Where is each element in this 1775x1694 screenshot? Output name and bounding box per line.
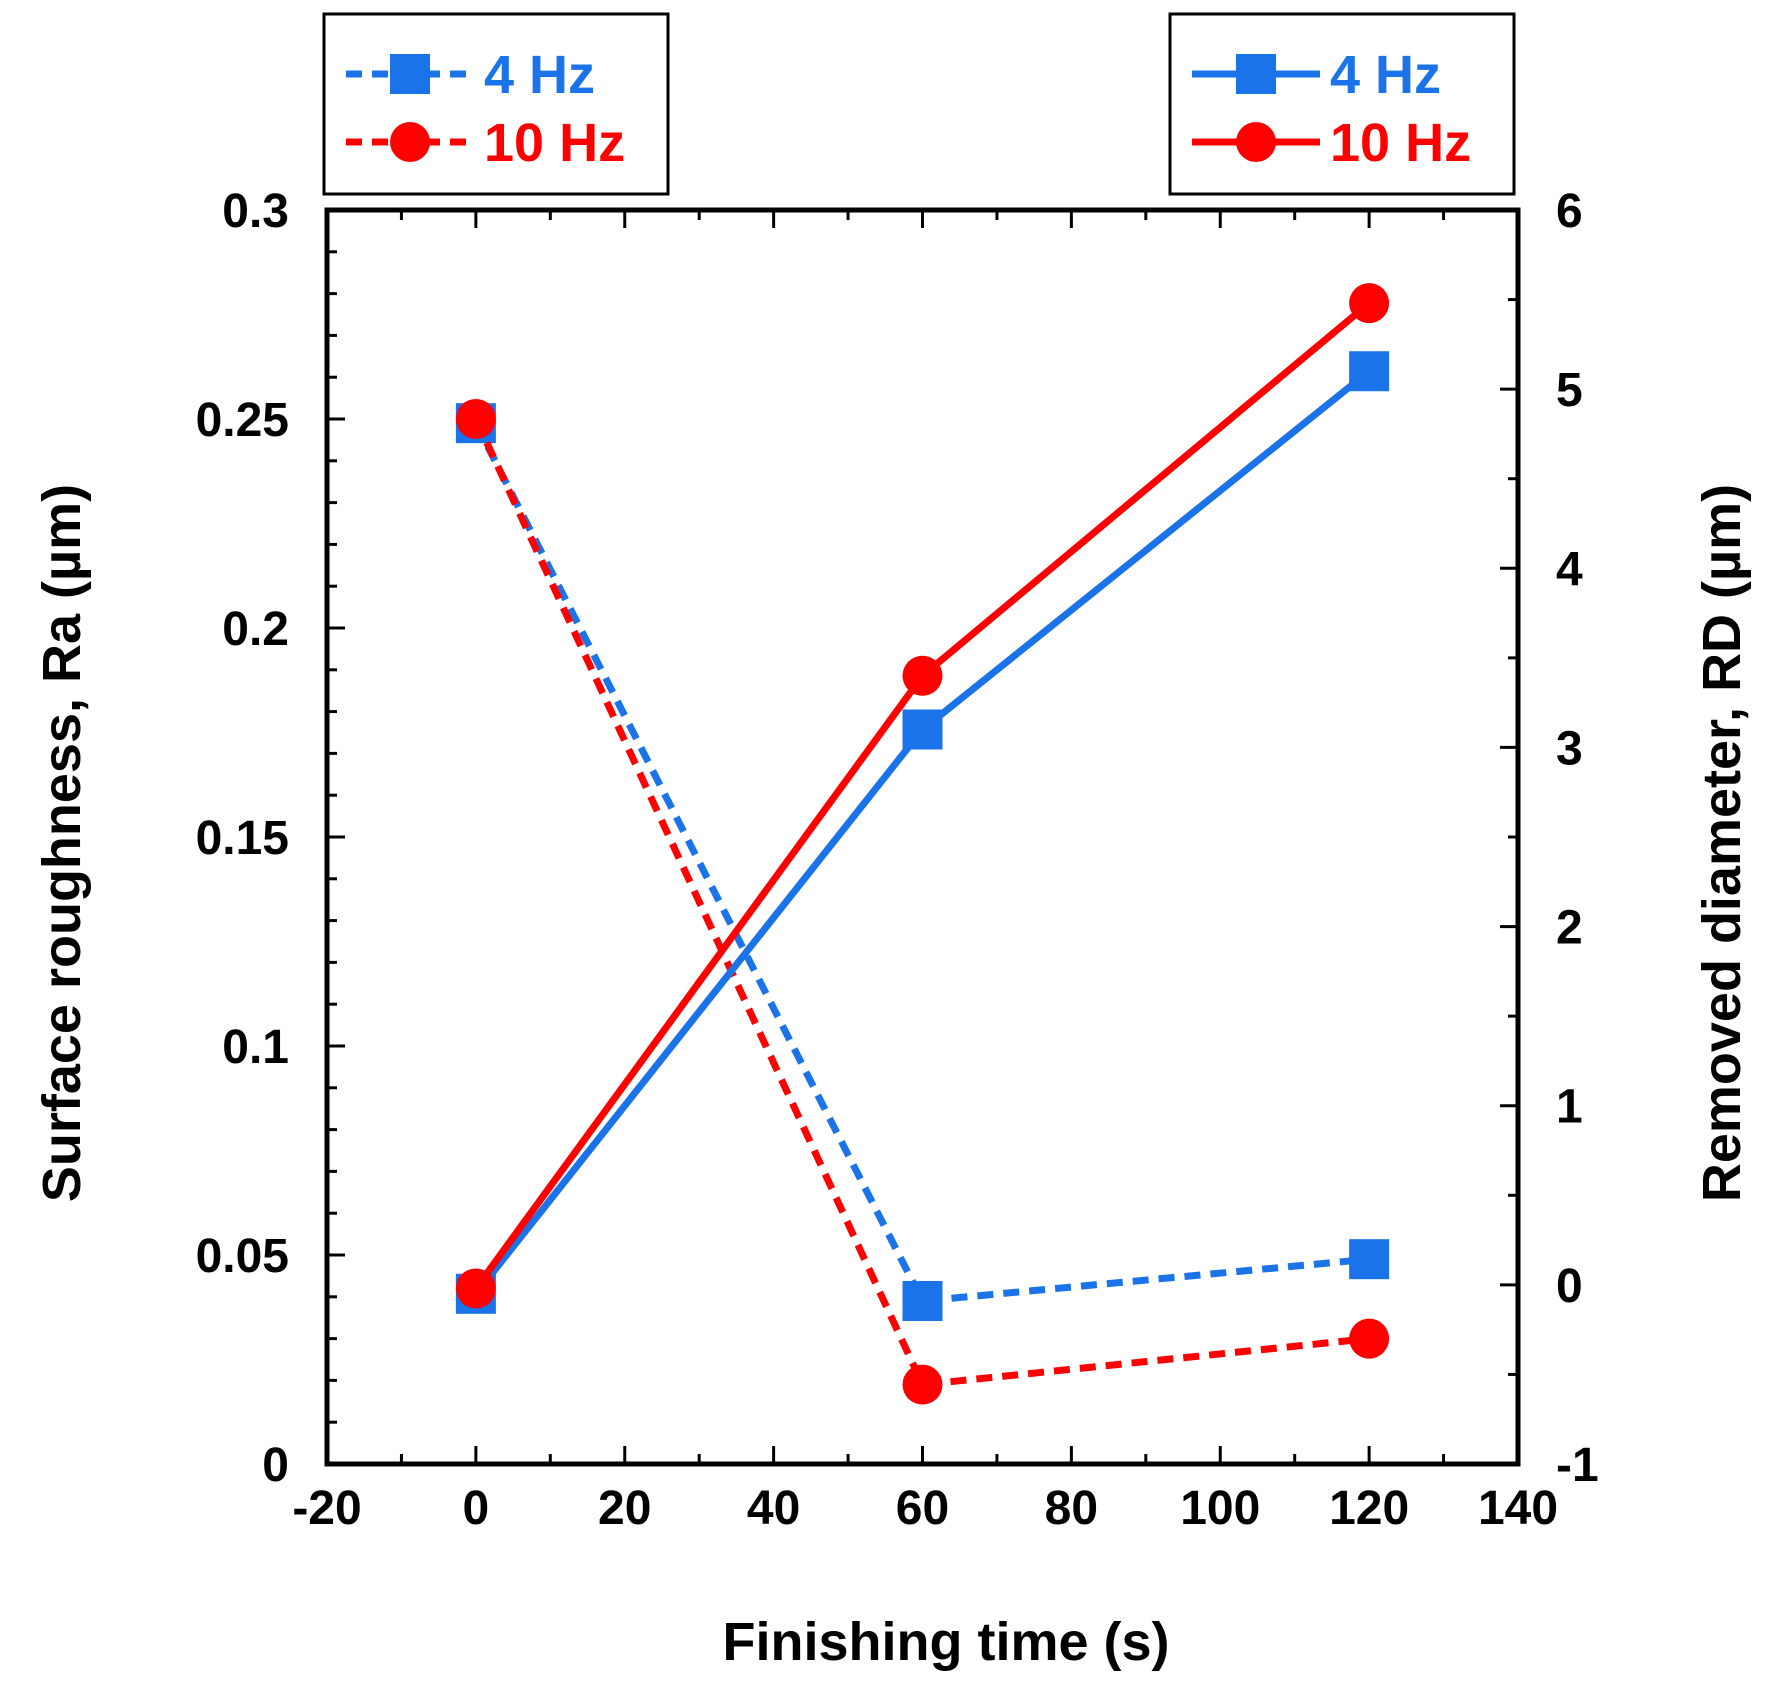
y-right-tick-label: 0 <box>1556 1260 1583 1313</box>
x-tick-label: 20 <box>598 1482 651 1535</box>
y-right-tick-label: 2 <box>1556 902 1583 955</box>
series-line <box>472 417 1370 1389</box>
x-tick-label: 0 <box>463 1482 490 1535</box>
series-line <box>473 300 1372 1291</box>
series-4hz-left <box>455 403 1390 1321</box>
legend-marker-circle <box>1236 122 1276 162</box>
series-4hz-right <box>455 351 1390 1314</box>
legend-layer: 4 Hz 10 Hz 4 Hz 10 Hz <box>322 12 1516 196</box>
legend-top-right: 4 Hz 10 Hz <box>1168 12 1516 196</box>
x-tick-label: 80 <box>1045 1482 1098 1535</box>
series-10hz-left <box>455 399 1390 1405</box>
axes-layer: -20 0 20 40 60 80 100 120 14000.050.10.150.20.25… <box>196 185 1599 1535</box>
data-point-circle <box>455 399 496 439</box>
series-10hz-right <box>455 283 1390 1309</box>
titles-layer: Finishing time (s) Surface roughness, Ra… <box>32 484 1752 1672</box>
data-point-circle <box>1349 1318 1390 1359</box>
y-right-axis-title: Removed diameter, RD (µm) <box>1692 484 1752 1202</box>
y-right-tick-label: 5 <box>1556 364 1583 417</box>
legend-label: 10 Hz <box>1330 113 1471 173</box>
y-left-tick-label: 0 <box>262 1439 289 1492</box>
legend-label: 4 Hz <box>1330 45 1441 105</box>
data-point-square <box>1349 351 1390 392</box>
x-tick-label: 120 <box>1329 1482 1409 1535</box>
y-left-tick-label: 0.25 <box>196 394 289 447</box>
series-line <box>472 421 1370 1305</box>
legend-marker-square <box>1236 54 1276 94</box>
y-left-tick-label: 0.1 <box>222 1021 289 1074</box>
x-tick-label: -20 <box>292 1482 361 1535</box>
x-tick-label: 40 <box>747 1482 800 1535</box>
data-point-square <box>1349 1239 1390 1280</box>
data-point-circle <box>1349 283 1390 324</box>
y-right-tick-label: -1 <box>1556 1439 1599 1492</box>
data-point-square <box>902 1280 943 1321</box>
legend-label: 10 Hz <box>484 113 625 173</box>
legend-marker-circle <box>390 122 430 162</box>
data-point-circle <box>902 1364 943 1405</box>
x-axis-title: Finishing time (s) <box>722 1612 1169 1672</box>
legend-marker-square <box>390 54 430 94</box>
y-right-tick-label: 6 <box>1556 185 1583 238</box>
y-left-tick-label: 0.05 <box>196 1230 289 1283</box>
y-left-axis-title: Surface roughness, Ra (µm) <box>32 484 92 1202</box>
y-left-tick-label: 0.3 <box>222 185 289 238</box>
data-point-circle <box>902 655 943 696</box>
y-left-tick-label: 0.2 <box>222 603 289 656</box>
legend-label: 4 Hz <box>484 45 595 105</box>
data-point-square <box>902 709 943 750</box>
legend-box <box>1168 12 1516 196</box>
legend-top-left: 4 Hz 10 Hz <box>322 12 670 196</box>
y-right-tick-label: 1 <box>1556 1081 1583 1134</box>
x-tick-label: 140 <box>1478 1482 1558 1535</box>
series-layer <box>455 283 1390 1405</box>
x-tick-label: 60 <box>896 1482 949 1535</box>
legend-box <box>322 12 670 196</box>
data-point-circle <box>455 1268 496 1309</box>
y-left-tick-label: 0.15 <box>196 812 289 865</box>
x-tick-label: 100 <box>1180 1482 1260 1535</box>
y-right-tick-label: 3 <box>1556 722 1583 775</box>
y-right-tick-label: 4 <box>1556 543 1583 596</box>
series-line <box>473 368 1372 1296</box>
